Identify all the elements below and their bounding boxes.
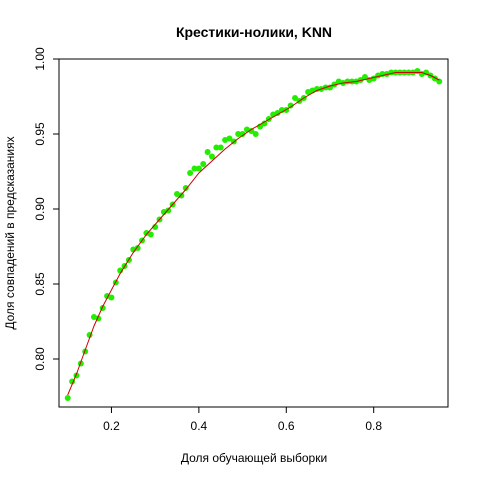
x-tick-label: 0.2 <box>103 419 120 433</box>
data-point <box>361 74 368 80</box>
y-axis-label: Доля совпадений в предсказаниях <box>3 136 17 329</box>
data-point <box>217 144 224 151</box>
data-point <box>108 294 115 301</box>
y-tick-label: 0.90 <box>33 197 47 221</box>
smooth-line <box>67 72 440 396</box>
y-tick-label: 0.80 <box>33 347 47 371</box>
x-axis-label: Доля обучающей выборки <box>181 451 327 465</box>
data-point <box>274 110 281 116</box>
data-point <box>195 165 202 172</box>
data-point <box>200 161 207 167</box>
data-point <box>187 170 194 176</box>
data-point <box>165 207 172 214</box>
data-point <box>261 120 268 127</box>
data-point <box>191 165 198 172</box>
x-tick-label: 0.6 <box>278 419 295 433</box>
data-point <box>248 128 255 134</box>
data-point <box>226 135 233 142</box>
data-point <box>252 131 259 137</box>
y-tick-label: 0.85 <box>33 272 47 296</box>
x-tick-label: 0.8 <box>365 419 382 433</box>
x-tick-label: 0.4 <box>191 419 208 433</box>
data-point <box>182 185 189 191</box>
data-point <box>204 149 211 155</box>
plot-frame <box>58 58 449 408</box>
data-point <box>436 78 443 85</box>
y-tick-label: 0.95 <box>33 122 47 146</box>
data-point <box>239 131 246 137</box>
data-point <box>134 245 141 251</box>
chart-title: Крестики-нолики, KNN <box>176 24 332 40</box>
data-point <box>208 153 215 160</box>
data-point <box>292 95 299 101</box>
y-axis: 0.80 0.85 0.90 0.95 1.00 <box>33 47 59 371</box>
data-point <box>287 102 294 109</box>
data-point <box>178 192 185 199</box>
data-point <box>147 231 154 238</box>
data-point <box>235 131 242 137</box>
data-point <box>64 395 71 401</box>
x-axis: 0.2 0.4 0.6 0.8 <box>103 407 382 433</box>
y-tick-label: 1.00 <box>33 47 47 71</box>
data-point <box>213 144 220 151</box>
